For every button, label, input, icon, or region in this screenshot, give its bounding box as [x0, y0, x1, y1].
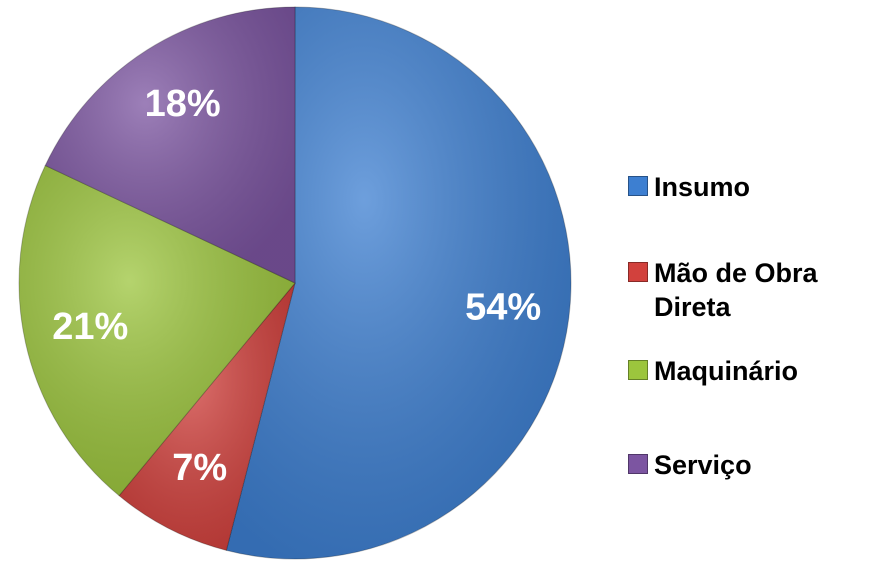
legend-label: Serviço: [654, 450, 752, 480]
legend-label: Maquinário: [654, 356, 799, 386]
legend-swatch: [628, 262, 648, 282]
legend-swatch: [628, 454, 648, 474]
legend-label: Insumo: [654, 172, 751, 202]
data-label: 7%: [172, 447, 227, 489]
legend-label: Mão de Obra Direta: [654, 258, 818, 322]
legend-item: Mão de Obra Direta: [628, 256, 868, 324]
legend-item: Serviço: [628, 448, 868, 482]
data-label: 18%: [145, 83, 221, 125]
legend-swatch: [628, 360, 648, 380]
legend-item: Insumo: [628, 170, 868, 204]
data-label: 54%: [465, 286, 541, 328]
legend-swatch: [628, 176, 648, 196]
legend-item: Maquinário: [628, 354, 868, 388]
data-label: 21%: [52, 306, 128, 348]
